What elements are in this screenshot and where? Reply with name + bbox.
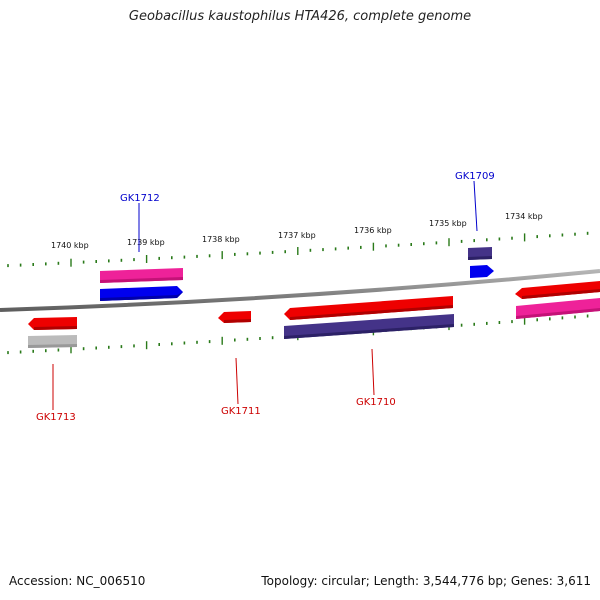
accession-text: Accession: NC_006510: [9, 574, 146, 588]
scale-label-1734: 1734 kbp: [505, 212, 543, 221]
gk1710-purple-shade: [284, 324, 454, 339]
gene-label-gk1712[interactable]: GK1712: [120, 193, 160, 204]
right-red-shade: [522, 289, 600, 299]
gk1713-grey-shade: [28, 344, 77, 348]
right-pink-bar: [516, 298, 600, 319]
gene-label-gk1710[interactable]: GK1710: [356, 397, 396, 408]
gk1710-red-arrow[interactable]: [284, 296, 453, 320]
scale-label-1736: 1736 kbp: [354, 226, 392, 235]
genome-info-text: Topology: circular; Length: 3,544,776 bp…: [261, 574, 591, 588]
scale-label-1737: 1737 kbp: [278, 231, 316, 240]
right-pink-shade: [516, 308, 600, 319]
scale-label-1739: 1739 kbp: [127, 238, 165, 247]
gene-gk1712-feature[interactable]: [100, 268, 183, 301]
gene-right-edge-feature[interactable]: [515, 281, 600, 319]
genome-title: Geobacillus kaustophilus HTA426, complet…: [128, 9, 472, 24]
scale-label-1738: 1738 kbp: [202, 235, 240, 244]
gk1709-blue-arrow[interactable]: [470, 265, 494, 278]
genome-backbone: [0, 269, 600, 312]
gene-label-gk1709[interactable]: GK1709: [455, 171, 495, 182]
gk1709-purple-shade: [468, 256, 492, 260]
gene-label-gk1711[interactable]: GK1711: [221, 406, 261, 417]
gk1712-pink-shade: [100, 277, 183, 283]
upper-scale-ticks: [7, 231, 589, 268]
scale-label-1740: 1740 kbp: [51, 241, 89, 250]
gene-gk1713-feature[interactable]: [28, 317, 77, 348]
gk1710-leader: [371, 348, 375, 396]
gk1709-leader: [473, 180, 478, 232]
gene-gk1711-feature[interactable]: [218, 311, 251, 323]
gene-gk1710-feature[interactable]: [284, 296, 454, 339]
right-red-arrow[interactable]: [515, 281, 600, 299]
gene-gk1709-feature[interactable]: [468, 247, 494, 278]
gk1713-red-shade: [34, 326, 77, 330]
gk1711-red-shade: [224, 319, 251, 323]
scale-label-1735: 1735 kbp: [429, 219, 467, 228]
gk1711-leader: [235, 357, 239, 405]
gk1710-purple-bar: [284, 314, 454, 339]
gene-label-gk1713[interactable]: GK1713: [36, 412, 76, 423]
gk1710-red-shade: [290, 305, 453, 320]
gk1712-blue-shade: [100, 292, 183, 301]
